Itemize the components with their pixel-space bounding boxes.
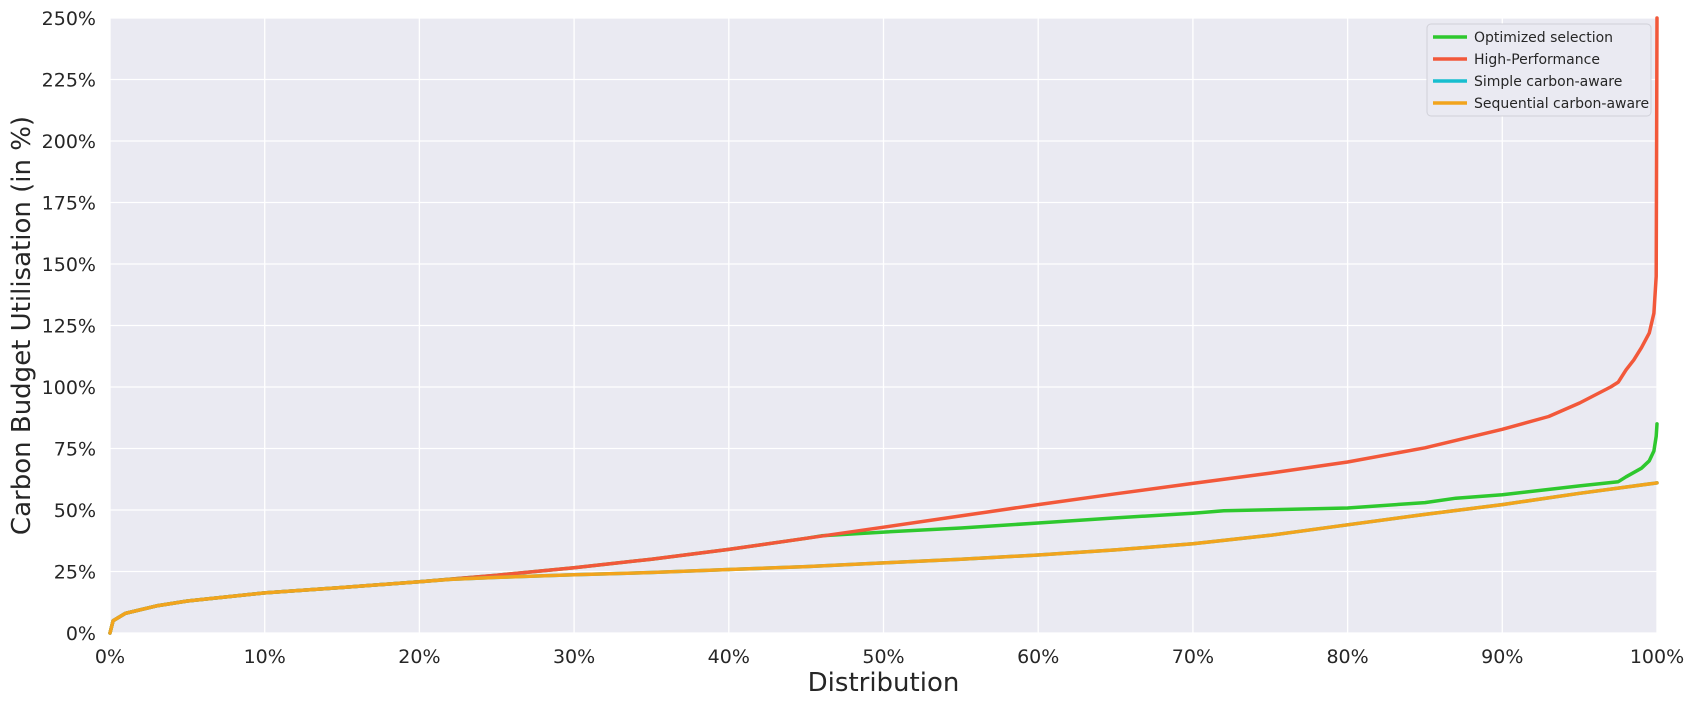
x-tick-label: 10%: [244, 646, 286, 668]
legend-entry: Optimized selection: [1474, 30, 1613, 46]
y-tick-label: 150%: [42, 254, 96, 276]
x-tick-label: 70%: [1172, 646, 1214, 668]
x-tick-label: 40%: [708, 646, 750, 668]
x-axis-label: Distribution: [808, 668, 960, 698]
y-tick-labels: 0% 25% 50% 75% 100% 125% 150% 175% 200% 225% 250%: [42, 8, 96, 645]
y-tick-label: 125%: [42, 316, 96, 338]
legend-entry: Simple carbon-aware: [1474, 74, 1622, 90]
legend-entry: High-Performance: [1474, 52, 1600, 68]
legend: Optimized selection High-Performance Simpl…: [1426, 23, 1652, 117]
x-tick-label: 60%: [1017, 646, 1059, 668]
grid-lines: [109, 17, 1658, 634]
y-tick-label: 75%: [54, 439, 96, 461]
x-tick-label: 30%: [553, 646, 595, 668]
x-tick-label: 0%: [95, 646, 125, 668]
x-tick-label: 50%: [862, 646, 904, 668]
y-axis-label: Carbon Budget Utilisation (in %): [7, 116, 37, 535]
x-tick-label: 80%: [1326, 646, 1368, 668]
x-tick-label: 100%: [1630, 646, 1684, 668]
y-tick-label: 225%: [42, 70, 96, 92]
y-tick-label: 200%: [42, 131, 96, 153]
x-tick-label: 20%: [398, 646, 440, 668]
y-tick-label: 175%: [42, 193, 96, 215]
legend-box: [1426, 23, 1652, 117]
y-tick-label: 25%: [54, 562, 96, 584]
y-tick-label: 50%: [54, 500, 96, 522]
series-line-sequential-carbon-aware: [108, 481, 1659, 635]
legend-entry: Sequential carbon-aware: [1474, 96, 1649, 112]
series-lines: [108, 16, 1659, 635]
y-tick-label: 250%: [42, 8, 96, 30]
x-tick-labels: 0% 10% 20% 30% 40% 50% 60% 70% 80% 90% 100%: [95, 646, 1684, 668]
y-tick-label: 100%: [42, 377, 96, 399]
x-tick-label: 90%: [1481, 646, 1523, 668]
y-tick-label: 0%: [66, 623, 96, 645]
